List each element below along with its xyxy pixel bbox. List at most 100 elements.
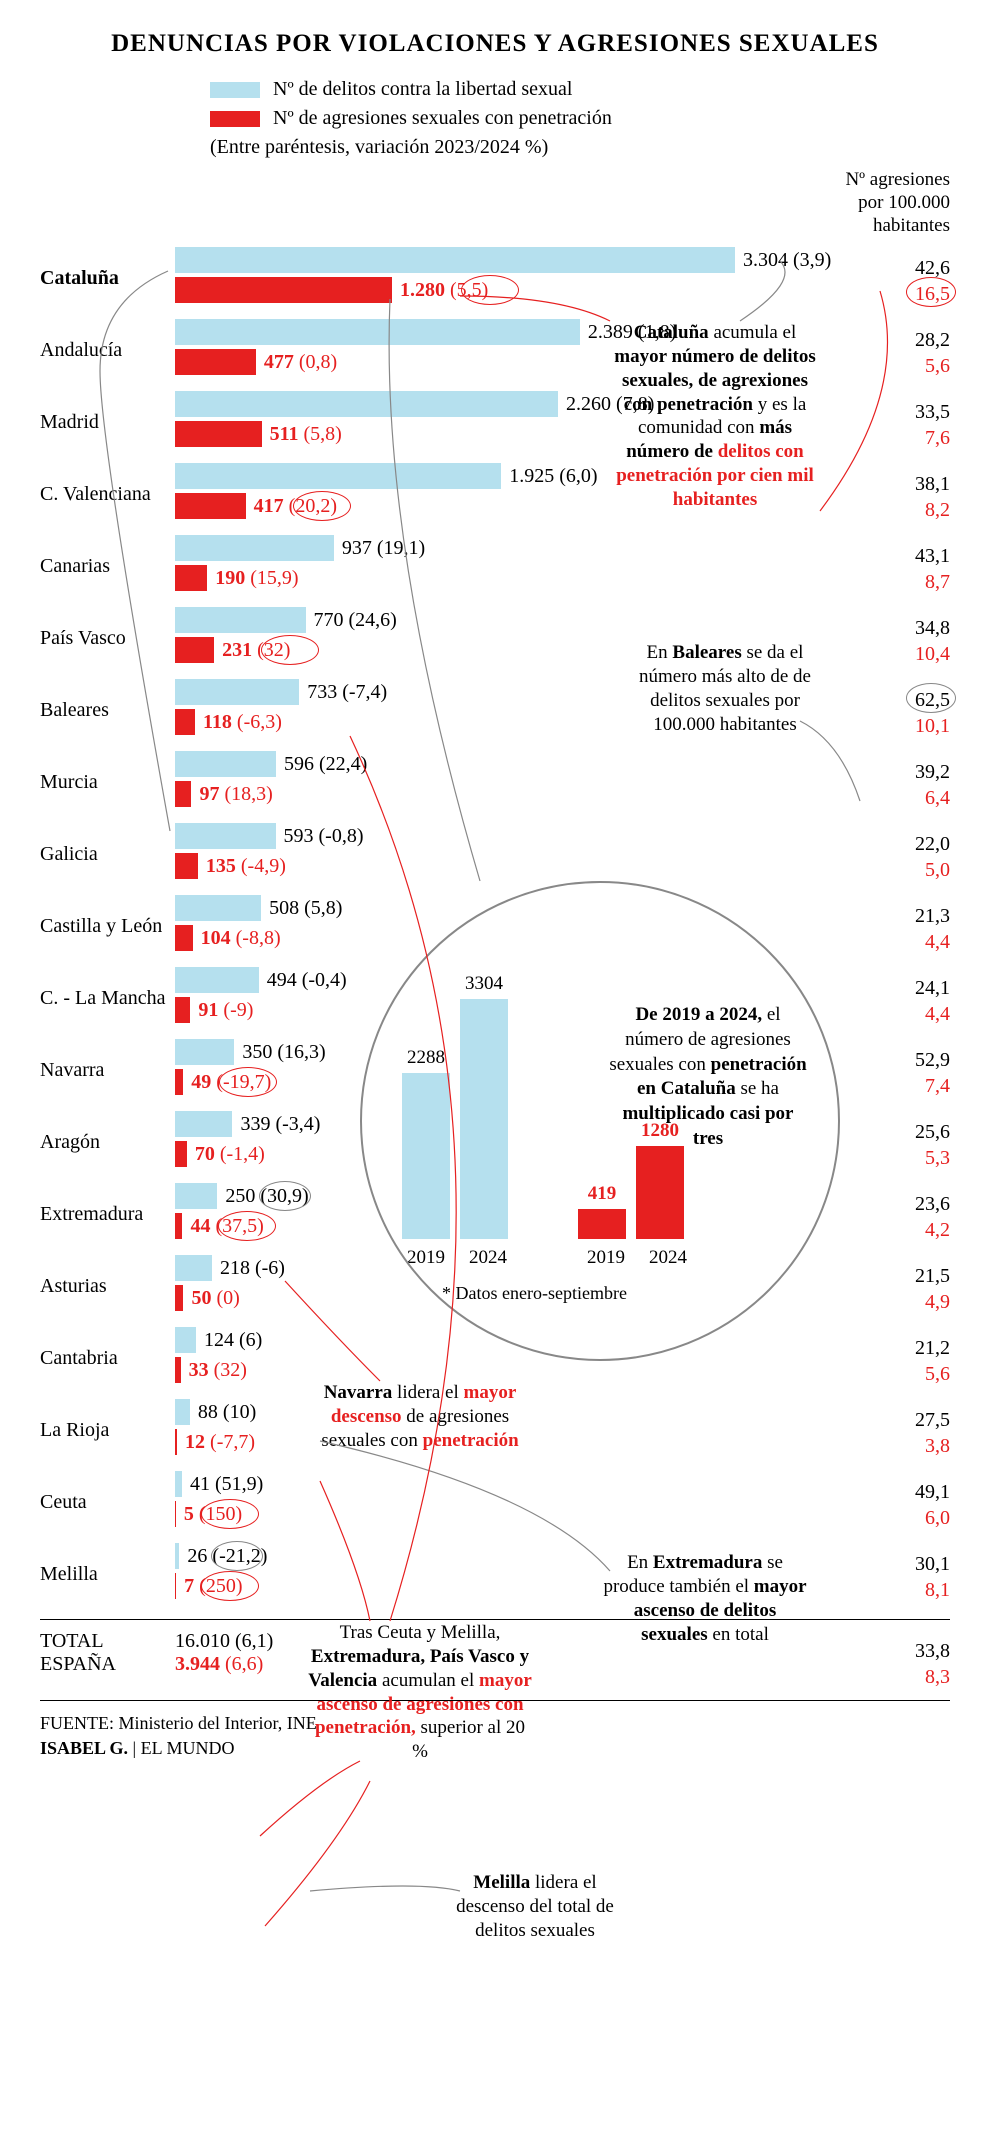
bar-red-label: 50 (0) — [191, 1287, 239, 1310]
region-rates: 21,34,4 — [860, 895, 950, 955]
bar-red — [175, 1069, 183, 1095]
region-rates: 34,810,4 — [860, 607, 950, 667]
bar-red — [175, 421, 262, 447]
bar-red — [175, 1501, 176, 1527]
region-label: C. Valenciana — [40, 463, 175, 523]
region-label: La Rioja — [40, 1399, 175, 1459]
bar-red-label: 231 (32) — [222, 639, 290, 662]
bar-red-label: 118 (-6,3) — [203, 711, 282, 734]
chart-title: DENUNCIAS POR VIOLACIONES Y AGRESIONES S… — [40, 30, 950, 58]
region-bars: 41 (51,9)5 (150) — [175, 1471, 860, 1531]
region-row: Melilla26 (-21,2)7 (250)30,18,1 — [40, 1537, 950, 1609]
region-row: Galicia593 (-0,8)135 (-4,9)22,05,0 — [40, 817, 950, 889]
bar-red — [175, 997, 190, 1023]
totals-label: TOTAL ESPAÑA — [40, 1630, 175, 1690]
region-rates: 33,57,6 — [860, 391, 950, 451]
region-rates: 24,14,4 — [860, 967, 950, 1027]
legend-blue: Nº de delitos contra la libertad sexual — [210, 78, 950, 101]
region-label: Castilla y León — [40, 895, 175, 955]
legend-blue-swatch — [210, 82, 260, 98]
region-rates: 30,18,1 — [860, 1543, 950, 1603]
bar-blue-label: 1.925 (6,0) — [509, 465, 597, 488]
region-label: Baleares — [40, 679, 175, 739]
bar-red-label: 33 (32) — [189, 1359, 247, 1382]
inset-bars: 2288 3304 419 1280 — [402, 979, 622, 1239]
bar-blue — [175, 679, 299, 705]
bar-blue — [175, 1039, 234, 1065]
inset-bar-red-2019: 419 — [578, 1209, 626, 1239]
right-column-header: Nº agresiones por 100.000 habitantes — [820, 169, 950, 237]
bar-red — [175, 565, 207, 591]
inset-bar-blue-2024: 3304 — [460, 999, 508, 1239]
bar-red — [175, 1357, 181, 1383]
bar-red — [175, 781, 191, 807]
legend-red-label: Nº de agresiones sexuales con penetració… — [273, 107, 612, 129]
bar-blue-label: 350 (16,3) — [242, 1041, 325, 1064]
bar-red — [175, 349, 256, 375]
bar-blue — [175, 967, 259, 993]
region-label: Cantabria — [40, 1327, 175, 1387]
bar-red — [175, 1573, 176, 1599]
chart-area: Cataluña3.304 (3,9)1.280 (5,5)42,616,5An… — [40, 241, 950, 1609]
annotation-extremadura: En Extremadura se produce también el may… — [600, 1551, 810, 1646]
region-row: Cataluña3.304 (3,9)1.280 (5,5)42,616,5 — [40, 241, 950, 313]
bar-blue-label: 339 (-3,4) — [240, 1113, 320, 1136]
region-label: Melilla — [40, 1543, 175, 1603]
region-rates: 25,65,3 — [860, 1111, 950, 1171]
bar-blue-label: 733 (-7,4) — [307, 681, 387, 704]
region-rates: 21,54,9 — [860, 1255, 950, 1315]
bar-blue-label: 88 (10) — [198, 1401, 256, 1424]
region-label: Murcia — [40, 751, 175, 811]
region-row: Murcia596 (22,4)97 (18,3)39,26,4 — [40, 745, 950, 817]
region-bars: 596 (22,4)97 (18,3) — [175, 751, 860, 811]
region-rates: 38,18,2 — [860, 463, 950, 523]
bar-red — [175, 1141, 187, 1167]
region-label: Ceuta — [40, 1471, 175, 1531]
bar-red-label: 97 (18,3) — [199, 783, 272, 806]
region-rates: 27,53,8 — [860, 1399, 950, 1459]
bar-red-label: 135 (-4,9) — [206, 855, 286, 878]
region-rates: 28,25,6 — [860, 319, 950, 379]
bar-red-label: 5 (150) — [184, 1503, 242, 1526]
inset-note: * Datos enero-septiembre — [442, 1283, 627, 1304]
region-label: Navarra — [40, 1039, 175, 1099]
bar-blue-label: 593 (-0,8) — [284, 825, 364, 848]
bar-red-label: 417 (20,2) — [254, 495, 337, 518]
bar-blue — [175, 463, 501, 489]
inset-detail-circle: 2288 3304 419 1280 2019 2024 2019 2024 *… — [360, 881, 840, 1361]
region-label: Aragón — [40, 1111, 175, 1171]
bar-blue — [175, 1399, 190, 1425]
inset-annotation-text: De 2019 a 2024, el número de agresiones … — [608, 1003, 808, 1151]
bar-red — [175, 1285, 183, 1311]
inset-xlabels: 2019 2024 2019 2024 — [402, 1247, 742, 1269]
region-label: Madrid — [40, 391, 175, 451]
bar-red — [175, 853, 198, 879]
region-bars: 3.304 (3,9)1.280 (5,5) — [175, 247, 860, 307]
region-bars: 937 (19,1)190 (15,9) — [175, 535, 860, 595]
region-rates: 23,64,2 — [860, 1183, 950, 1243]
region-label: Cataluña — [40, 247, 175, 307]
bar-red — [175, 637, 214, 663]
bar-blue — [175, 1543, 179, 1569]
region-label: C. - La Mancha — [40, 967, 175, 1027]
region-row: Canarias937 (19,1)190 (15,9)43,18,7 — [40, 529, 950, 601]
region-label: Galicia — [40, 823, 175, 883]
bar-red-label: 91 (-9) — [198, 999, 253, 1022]
region-row: Ceuta41 (51,9)5 (150)49,16,0 — [40, 1465, 950, 1537]
legend-red-swatch — [210, 111, 260, 127]
bar-red-label: 190 (15,9) — [215, 567, 298, 590]
region-rates: 49,16,0 — [860, 1471, 950, 1531]
bar-blue — [175, 319, 580, 345]
bar-red-label: 104 (-8,8) — [201, 927, 281, 950]
legend-note: (Entre paréntesis, variación 2023/2024 %… — [210, 136, 950, 159]
bar-blue — [175, 823, 276, 849]
inset-bar-red-2024: 1280 — [636, 1146, 684, 1239]
bar-blue-label: 494 (-0,4) — [267, 969, 347, 992]
inset-bar-blue-2019: 2288 — [402, 1073, 450, 1239]
legend-blue-label: Nº de delitos contra la libertad sexual — [273, 78, 572, 100]
bar-red — [175, 1429, 177, 1455]
bar-blue-label: 3.304 (3,9) — [743, 249, 831, 272]
annotation-baleares: En Baleares se da el número más alto de … — [635, 641, 815, 736]
bar-red-label: 70 (-1,4) — [195, 1143, 265, 1166]
bar-blue — [175, 1183, 217, 1209]
